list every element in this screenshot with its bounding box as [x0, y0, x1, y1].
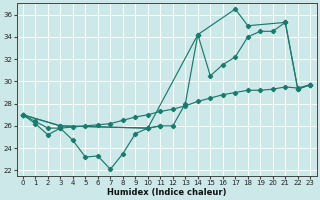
X-axis label: Humidex (Indice chaleur): Humidex (Indice chaleur): [107, 188, 226, 197]
